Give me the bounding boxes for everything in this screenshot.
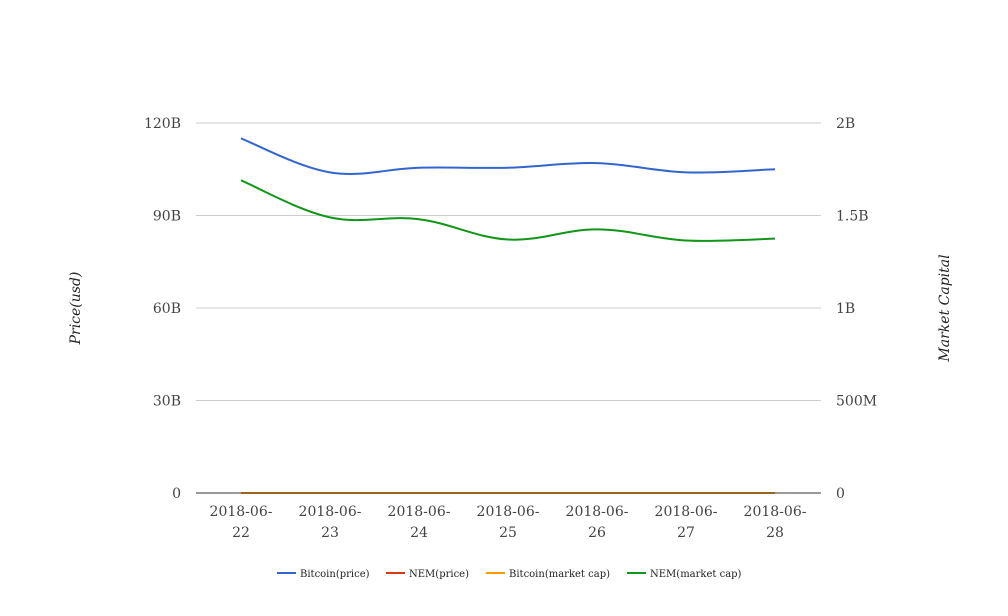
x-tick-label: 26: [588, 525, 606, 541]
right-y-tick-label: 2B: [836, 116, 855, 132]
x-tick-label: 2018-06-: [477, 504, 540, 520]
x-tick-label: 2018-06-: [566, 504, 629, 520]
legend-label-bitcoin-price: Bitcoin(price): [300, 569, 370, 580]
series-line-bitcoin-price: [240, 137, 776, 175]
right-y-tick-label: 1.5B: [836, 209, 869, 225]
gridlines: [196, 122, 821, 401]
legend-label-nem-price: NEM(price): [409, 569, 469, 580]
x-tick-label: 2018-06-: [744, 504, 807, 520]
x-tick-label: 25: [499, 525, 517, 541]
right-y-tick-label: 500M: [836, 394, 877, 410]
legend-label-bitcoin-market-cap: Bitcoin(market cap): [509, 569, 610, 580]
legend: Bitcoin(price) NEM(price) Bitcoin(market c…: [277, 569, 742, 580]
right-y-tick-label: 1B: [836, 301, 855, 317]
x-tick-label: 22: [232, 525, 250, 541]
x-tick-label: 2018-06-: [210, 504, 273, 520]
series-lines: [240, 137, 776, 495]
right-axis-title: Market Capital: [937, 254, 953, 362]
left-y-tick-label: 0: [172, 486, 181, 502]
x-tick-label: 28: [766, 525, 784, 541]
x-tick-label: 23: [321, 525, 339, 541]
x-tick-label: 2018-06-: [299, 504, 362, 520]
x-axis-ticks: 2018-06- 22 2018-06- 23 2018-06- 24 2018-06- 25…: [210, 504, 807, 541]
x-tick-label: 24: [410, 525, 428, 541]
legend-label-nem-market-cap: NEM(market cap): [650, 569, 742, 580]
x-tick-label: 27: [677, 525, 695, 541]
left-y-tick-label: 90B: [153, 209, 181, 225]
left-axis-title: Price(usd): [68, 272, 84, 346]
series-line-nem-market-cap: [240, 179, 776, 242]
x-tick-label: 2018-06-: [388, 504, 451, 520]
right-y-tick-label: 0: [836, 486, 845, 502]
left-y-tick-label: 120B: [144, 116, 181, 132]
left-y-tick-label: 60B: [153, 301, 181, 317]
right-y-axis-ticks: 0 500M 1B 1.5B 2B: [836, 116, 877, 502]
left-y-tick-label: 30B: [153, 394, 181, 410]
x-tick-label: 2018-06-: [655, 504, 718, 520]
left-y-axis-ticks: 0 30B 60B 90B 120B: [144, 116, 181, 502]
